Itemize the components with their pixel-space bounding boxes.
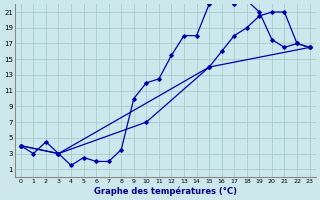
X-axis label: Graphe des températures (°C): Graphe des températures (°C) bbox=[94, 186, 237, 196]
